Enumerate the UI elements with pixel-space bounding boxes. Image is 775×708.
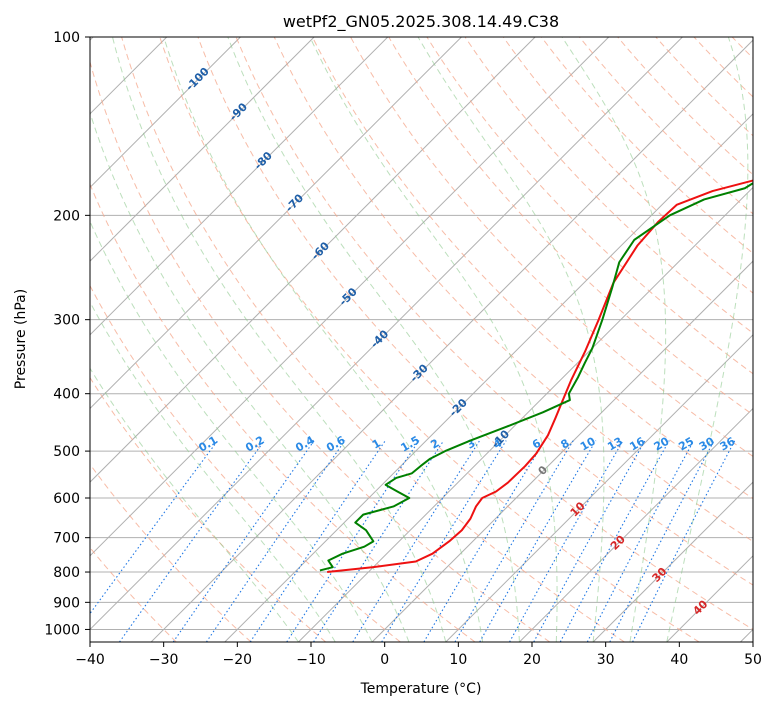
moist-adiabat-line	[90, 301, 336, 642]
y-tick-label: 300	[53, 313, 80, 329]
x-tick-label: 0	[380, 652, 389, 668]
isotherm-gridline	[90, 37, 610, 557]
chart-title: wetPf2_GN05.2025.308.14.49.C38	[283, 12, 559, 32]
dry-adiabat-line	[90, 376, 326, 642]
x-tick-label: −40	[75, 652, 105, 668]
y-tick-label: 400	[53, 387, 80, 403]
mixing-ratio-line	[632, 440, 736, 642]
axes: −40 −30 −20 −10 0 10 20 30 40 50 100 200 300 400 500 60…	[44, 30, 762, 668]
isotherm-gridline	[519, 407, 753, 642]
moist-adiabat-line	[90, 220, 373, 642]
dry-adiabat-line	[90, 60, 551, 642]
moist-adiabat-line	[561, 37, 667, 642]
x-tick-label: −20	[223, 652, 253, 668]
isotherm-gridline	[224, 113, 753, 642]
dry-adiabat-line	[159, 37, 700, 642]
moist-adiabat-line	[111, 37, 447, 642]
mixing-ratio-line	[381, 440, 507, 642]
moist-adiabat-line	[309, 37, 558, 642]
isotherm-gridline	[90, 37, 683, 631]
y-axis-label: Pressure (hPa)	[13, 289, 29, 389]
mixing-ratio-line	[509, 440, 624, 642]
mixing-ratio-line	[313, 440, 445, 642]
x-tick-label: 30	[597, 652, 615, 668]
x-tick-label: −30	[149, 652, 179, 668]
dry-adiabat-line	[197, 37, 753, 631]
mixing-ratio-line	[249, 440, 386, 642]
dry-adiabat-line	[502, 37, 753, 294]
mixing-ratio-line	[119, 440, 265, 642]
mixing-ratio-line	[559, 440, 670, 642]
isotherm-gridline	[592, 481, 753, 642]
mixing-ratio-line	[172, 440, 315, 642]
isotherm-gridline	[90, 37, 462, 410]
mixing-ratio-line	[454, 440, 574, 642]
dry-adiabat-line	[90, 463, 252, 642]
y-tick-label: 100	[53, 30, 80, 46]
moist-adiabat-line	[90, 367, 299, 642]
isotherm-gridline	[90, 37, 536, 483]
isotherm-gridline	[445, 334, 753, 642]
moist-adiabat-line	[227, 37, 520, 642]
x-tick-label: 50	[744, 652, 762, 668]
x-tick-label: 10	[449, 652, 467, 668]
isotherm-gridline	[371, 260, 753, 642]
moist-adiabat-line	[163, 37, 484, 642]
mixing-ratio-line	[352, 440, 481, 642]
mixing-ratio-line	[423, 440, 546, 642]
dry-adiabat-line	[311, 37, 753, 500]
dry-adiabat-line	[121, 37, 625, 642]
dewpoint-profile-line	[319, 182, 753, 572]
isotherm-gridline	[90, 37, 389, 336]
moist-adiabat-line	[666, 37, 749, 642]
x-tick-label: −10	[296, 652, 326, 668]
y-tick-label: 600	[53, 491, 80, 507]
isotherm-gridline	[90, 37, 241, 189]
dry-adiabat-line	[235, 37, 753, 586]
y-tick-label: 700	[53, 531, 80, 547]
moist-adiabat-line	[417, 37, 605, 642]
isotherm-gridline	[90, 37, 315, 262]
y-tick-label: 900	[53, 595, 80, 611]
x-tick-label: 40	[670, 652, 688, 668]
dry-adiabat-line	[273, 37, 753, 543]
x-axis-label: Temperature (°C)	[360, 681, 482, 697]
y-tick-label: 200	[53, 208, 80, 224]
mixing-ratio-line	[205, 440, 346, 642]
mixing-ratio-line	[533, 440, 646, 642]
y-tick-label: 800	[53, 565, 80, 581]
isotherm-gridline	[150, 39, 753, 642]
plot-frame	[89, 36, 754, 643]
moist-adiabat-line	[90, 111, 410, 642]
y-tick-label: 500	[53, 444, 80, 460]
temperature-profile-line	[327, 179, 753, 574]
x-tick-label: 20	[523, 652, 541, 668]
mixing-ratio-line	[90, 440, 219, 615]
y-tick-label: 1000	[44, 622, 80, 638]
